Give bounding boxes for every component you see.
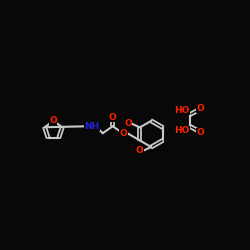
Text: NH: NH bbox=[84, 122, 100, 131]
Text: O: O bbox=[109, 112, 116, 122]
Text: HO: HO bbox=[174, 106, 190, 114]
Text: O: O bbox=[197, 128, 204, 137]
Text: HO: HO bbox=[174, 126, 190, 135]
Text: O: O bbox=[120, 130, 128, 138]
Text: O: O bbox=[50, 116, 57, 125]
Text: O: O bbox=[197, 104, 204, 113]
Text: O: O bbox=[124, 119, 132, 128]
Text: O: O bbox=[136, 146, 143, 156]
